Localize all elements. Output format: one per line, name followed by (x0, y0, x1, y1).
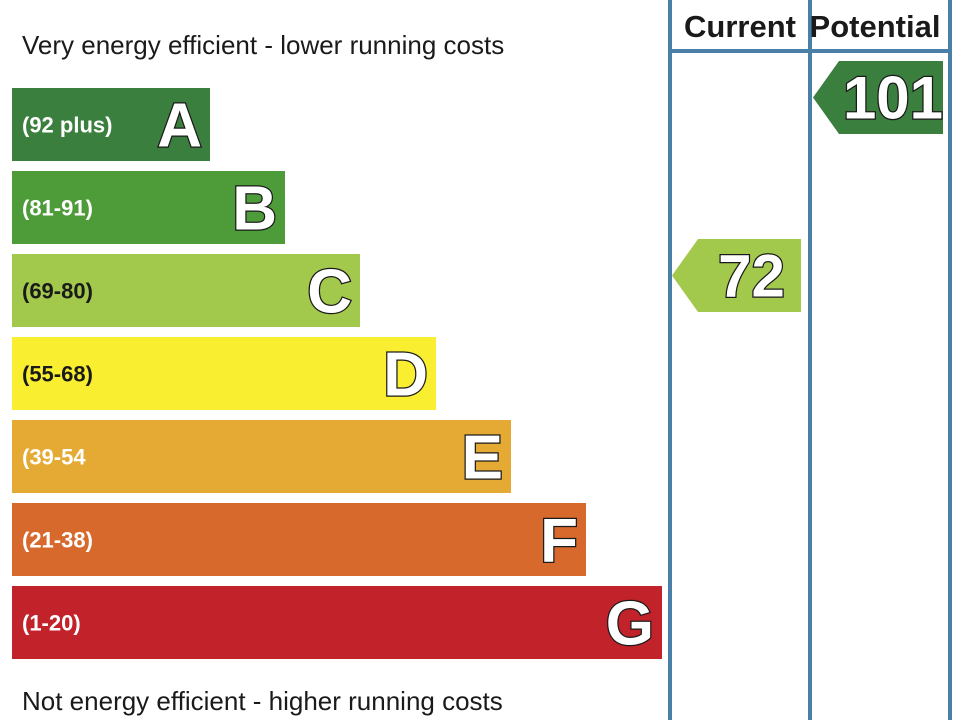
current-header: Current (684, 9, 796, 44)
band-bar-e (12, 420, 511, 493)
band-letter-a: A (157, 92, 202, 161)
band-range-a: (92 plus) (22, 113, 112, 138)
band-range-f: (21-38) (22, 528, 93, 553)
band-range-c: (69-80) (22, 279, 93, 304)
band-letter-c: C (307, 258, 352, 327)
band-bar-b (12, 171, 285, 244)
bottom-caption: Not energy efficient - higher running co… (22, 686, 503, 716)
band-bar-g (12, 586, 662, 659)
band-letter-b: B (232, 175, 277, 244)
band-bar-f (12, 503, 586, 576)
band-bar-a (12, 88, 210, 161)
top-caption: Very energy efficient - lower running co… (22, 30, 504, 60)
band-range-d: (55-68) (22, 362, 93, 387)
potential-header: Potential (810, 9, 941, 44)
band-letter-d: D (383, 341, 428, 410)
band-letter-g: G (606, 590, 654, 659)
current-rating-value: 72 (718, 243, 785, 310)
current-rating-arrow (672, 239, 801, 312)
band-range-g: (1-20) (22, 611, 81, 636)
band-range-e: (39-54 (22, 445, 86, 470)
band-letter-f: F (540, 507, 578, 576)
rating-bands: (92 plus) A (81-91) B (69-80) C (55-68) D (39-54… (12, 88, 662, 660)
band-bar-c (12, 254, 360, 327)
band-bar-d (12, 337, 436, 410)
band-range-b: (81-91) (22, 196, 93, 221)
potential-rating-arrow (813, 61, 943, 134)
band-letter-e: E (462, 424, 503, 493)
potential-rating-value: 101 (843, 65, 943, 132)
